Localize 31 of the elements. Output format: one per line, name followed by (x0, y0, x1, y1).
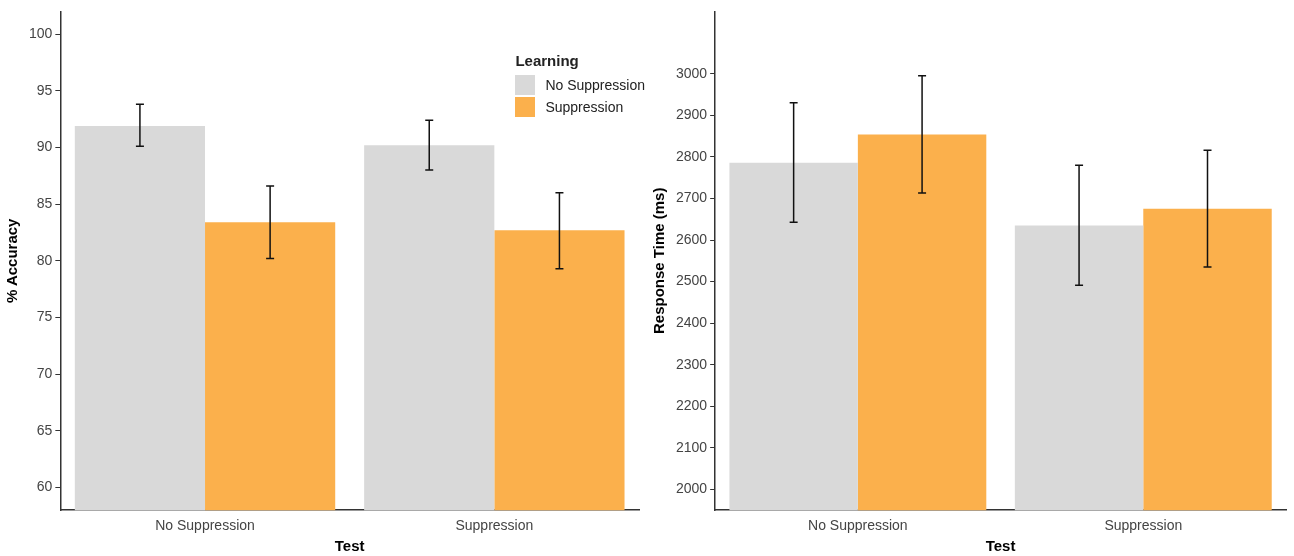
y-tick-label: 2000 (675, 480, 708, 497)
y-tick-label: 75 (36, 308, 53, 325)
y-tick-label: 2900 (675, 106, 708, 123)
x-tick-label: No Suppression (155, 517, 255, 534)
y-tick-label: 2400 (675, 314, 708, 331)
y-axis-title: Response Time (ms) (650, 187, 668, 335)
y-tick-label: 90 (36, 138, 53, 155)
y-tick-label: 2100 (675, 438, 708, 455)
y-tick-label: 70 (36, 365, 53, 382)
x-axis-title: Test (985, 537, 1016, 555)
y-tick-label: 95 (36, 81, 53, 98)
y-tick-label: 65 (36, 421, 53, 438)
y-tick-label: 2500 (675, 272, 708, 289)
y-axis-title: % Accuracy (3, 217, 21, 304)
legend-label: Suppression (545, 99, 624, 115)
y-tick-label: 2200 (675, 397, 708, 414)
legend-label: No Suppression (545, 77, 645, 93)
y-tick-label: 60 (36, 478, 53, 495)
legend-title: Learning (515, 52, 580, 69)
y-tick-label: 85 (36, 194, 53, 211)
y-tick-label: 2600 (675, 230, 708, 247)
y-tick-label: 100 (29, 24, 53, 41)
y-tick-label: 2700 (675, 189, 708, 206)
y-tick-label: 3000 (675, 64, 708, 81)
y-tick-label: 80 (36, 251, 53, 268)
x-tick-label: Suppression (455, 517, 534, 534)
x-tick-label: Suppression (1104, 517, 1183, 534)
x-axis-title: Test (334, 537, 365, 555)
x-tick-label: No Suppression (808, 517, 908, 534)
y-tick-label: 2800 (675, 147, 708, 164)
y-tick-label: 2300 (675, 355, 708, 372)
